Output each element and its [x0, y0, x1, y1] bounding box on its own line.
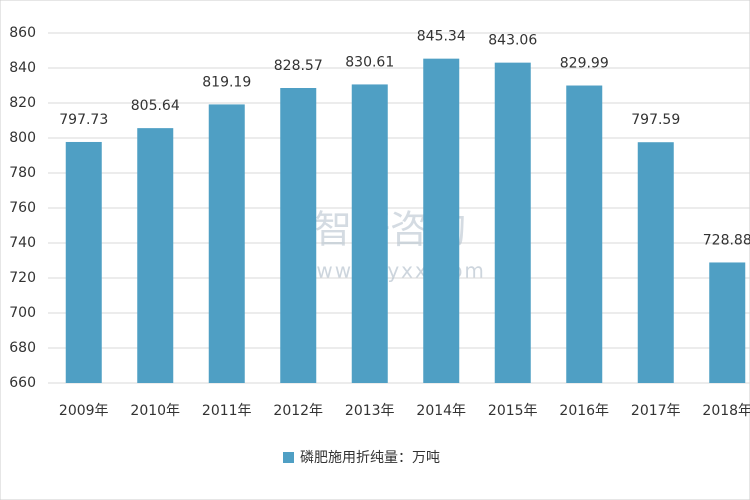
x-tick-label: 2015年	[488, 403, 538, 419]
x-tick-label: 2012年	[273, 403, 323, 419]
bar	[351, 84, 388, 384]
y-tick-label: 800	[9, 130, 36, 146]
value-label: 843.06	[488, 33, 537, 49]
legend-label: 磷肥施用折纯量：万吨	[300, 450, 440, 466]
value-label: 797.73	[59, 112, 108, 128]
legend-swatch	[283, 452, 294, 463]
y-tick-label: 760	[9, 200, 36, 216]
y-tick-label: 840	[9, 60, 36, 76]
y-tick-label: 720	[9, 270, 36, 286]
bar	[709, 262, 746, 383]
x-tick-label: 2017年	[631, 403, 681, 419]
x-tick-label: 2011年	[202, 403, 252, 419]
value-label: 797.59	[631, 112, 680, 128]
x-tick-label: 2016年	[559, 403, 609, 419]
y-tick-label: 700	[9, 305, 36, 321]
value-label: 828.57	[274, 58, 323, 74]
bar	[208, 104, 245, 383]
x-tick-label: 2018年	[702, 403, 750, 419]
bar	[423, 58, 460, 383]
value-label: 805.64	[131, 98, 180, 114]
bar	[494, 62, 531, 384]
y-tick-label: 820	[9, 95, 36, 111]
bar	[65, 141, 102, 383]
value-label: 819.19	[202, 74, 251, 90]
y-tick-label: 780	[9, 165, 36, 181]
y-tick-label: 860	[9, 25, 36, 41]
bar	[637, 142, 674, 383]
value-label: 728.88	[703, 232, 750, 248]
bar	[280, 88, 317, 383]
value-label: 830.61	[345, 54, 394, 70]
x-tick-label: 2009年	[59, 403, 109, 419]
y-tick-label: 680	[9, 340, 36, 356]
value-label: 829.99	[560, 56, 609, 72]
value-label: 845.34	[417, 29, 466, 45]
y-tick-label: 660	[9, 375, 36, 391]
y-tick-label: 740	[9, 235, 36, 251]
x-tick-label: 2014年	[416, 403, 466, 419]
x-tick-label: 2013年	[345, 403, 395, 419]
x-tick-label: 2010年	[130, 403, 180, 419]
bar	[137, 128, 174, 383]
bar	[566, 85, 603, 383]
